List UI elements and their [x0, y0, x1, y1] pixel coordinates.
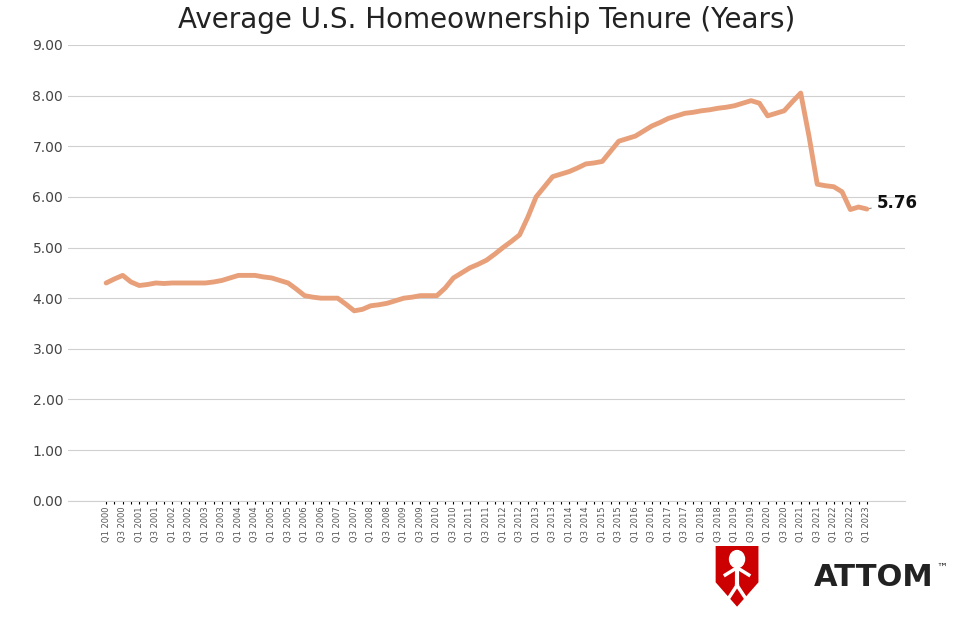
Title: Average U.S. Homeownership Tenure (Years): Average U.S. Homeownership Tenure (Years…: [178, 6, 795, 34]
Text: 5.76: 5.76: [870, 194, 918, 212]
Text: ™: ™: [936, 563, 947, 573]
Polygon shape: [715, 546, 759, 607]
Text: ATTOM: ATTOM: [814, 563, 934, 593]
Circle shape: [730, 551, 744, 568]
